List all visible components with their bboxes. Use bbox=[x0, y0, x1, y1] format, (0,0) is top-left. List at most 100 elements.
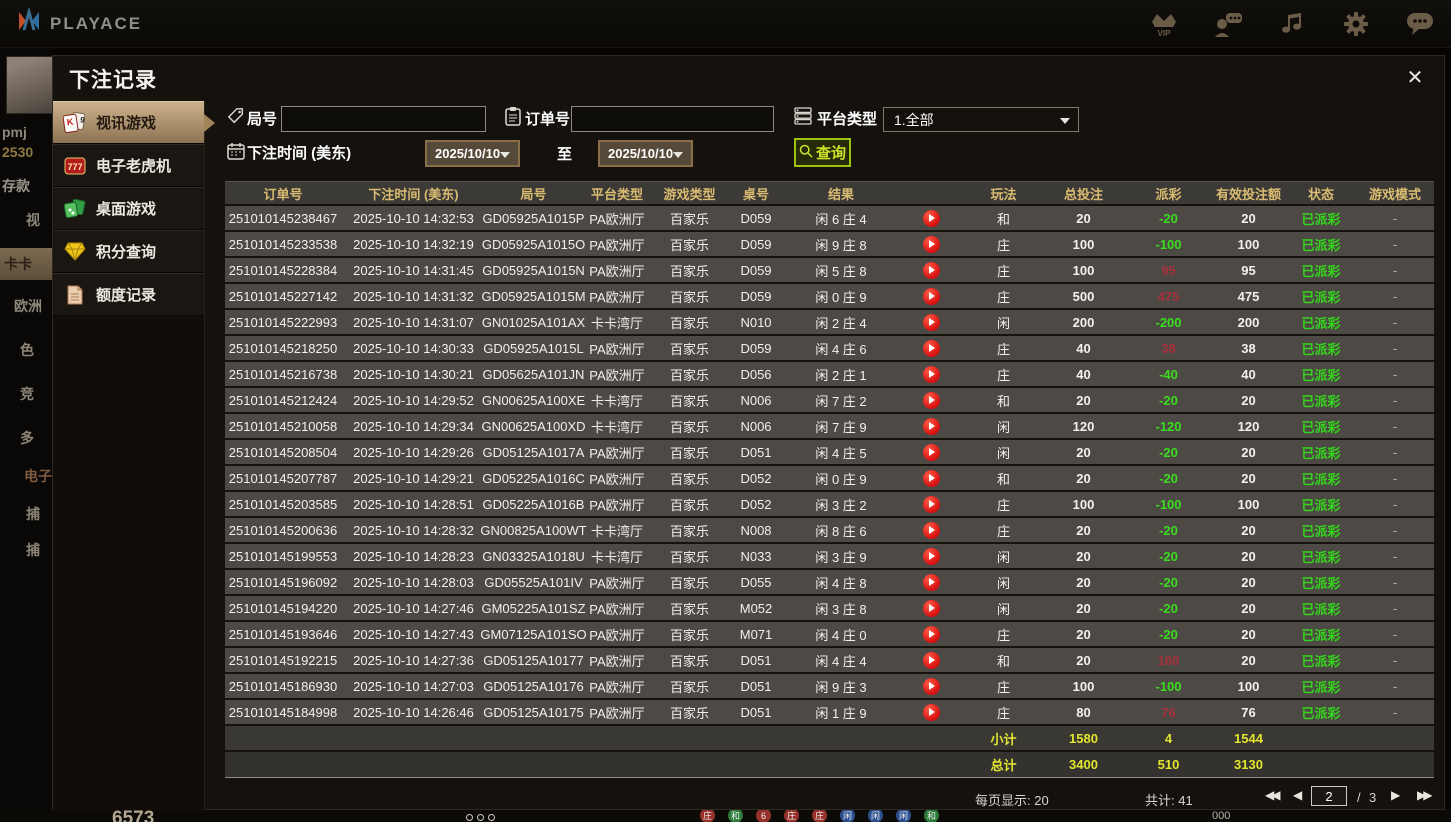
replay-button[interactable] bbox=[922, 365, 940, 383]
replay-button[interactable] bbox=[922, 313, 940, 331]
replay-button[interactable] bbox=[922, 547, 940, 565]
cell-result: 闲 4 庄 4 bbox=[815, 653, 867, 669]
tab-table-games[interactable]: 桌面游戏 bbox=[53, 187, 204, 230]
cell-game-type: 百家乐 bbox=[669, 289, 709, 305]
cell-order: 251010145212424 bbox=[228, 392, 338, 408]
cell-round: GN00825A100WT bbox=[480, 522, 587, 538]
replay-button[interactable] bbox=[922, 391, 940, 409]
cell-result: 闲 0 庄 9 bbox=[815, 289, 867, 305]
cell-game-mode: - bbox=[1392, 678, 1398, 694]
replay-button[interactable] bbox=[922, 209, 940, 227]
replay-button[interactable] bbox=[922, 235, 940, 253]
cell-time: 2025-10-10 14:28:32 bbox=[353, 522, 474, 538]
replay-button[interactable] bbox=[922, 625, 940, 643]
vip-icon[interactable]: VIP bbox=[1149, 9, 1179, 39]
bead-icon: 和 bbox=[924, 808, 939, 822]
settings-gear-icon[interactable] bbox=[1341, 9, 1371, 39]
replay-button[interactable] bbox=[922, 495, 940, 513]
replay-button[interactable] bbox=[922, 287, 940, 305]
cell-status: 已派彩 bbox=[1301, 393, 1341, 409]
date-from-picker[interactable]: 2025/10/10 bbox=[425, 140, 520, 167]
replay-button[interactable] bbox=[922, 417, 940, 435]
next-page-icon[interactable]: ▶ bbox=[1391, 788, 1401, 802]
replay-button[interactable] bbox=[922, 573, 940, 591]
date-to-picker[interactable]: 2025/10/10 bbox=[598, 140, 693, 167]
tab-quota-records[interactable]: 额度记录 bbox=[53, 273, 204, 316]
cell-order: 251010145218250 bbox=[228, 340, 338, 356]
search-button[interactable]: 查询 bbox=[794, 138, 851, 167]
support-chat-icon[interactable] bbox=[1213, 9, 1243, 39]
total-pages: 3 bbox=[1369, 790, 1377, 805]
cell-play: 庄 bbox=[996, 263, 1010, 279]
current-page-input[interactable] bbox=[1311, 786, 1347, 806]
order-input[interactable] bbox=[571, 106, 774, 132]
cell-total-bet: 100 bbox=[1072, 496, 1095, 512]
cell-payout: -200 bbox=[1155, 314, 1182, 330]
tab-label: 视讯游戏 bbox=[96, 115, 157, 132]
total-bet: 3400 bbox=[1069, 757, 1098, 772]
cell-result: 闲 8 庄 6 bbox=[815, 523, 867, 539]
modal-title: 下注记录 bbox=[69, 69, 157, 92]
bead-icon: 庄 bbox=[812, 808, 827, 822]
chat-bubble-icon[interactable] bbox=[1405, 9, 1435, 39]
table-row: 251010145207787 2025-10-10 14:29:21 GD05… bbox=[225, 466, 1434, 492]
replay-button[interactable] bbox=[922, 443, 940, 461]
cell-game-type: 百家乐 bbox=[669, 679, 709, 695]
cell-platform: 卡卡湾厅 bbox=[590, 549, 643, 565]
cell-round: GD05925A1015M bbox=[481, 288, 586, 304]
pagination-bar: 每页显示: 20 共计: 41 ◀◀ ◀ / 3 ▶ ▶▶ bbox=[225, 782, 1434, 812]
tab-slots[interactable]: 777 电子老虎机 bbox=[53, 144, 204, 187]
cell-total-bet: 20 bbox=[1076, 444, 1091, 460]
cell-order: 251010145228384 bbox=[228, 262, 338, 278]
close-icon[interactable]: ✕ bbox=[1406, 66, 1424, 89]
tab-video-games[interactable]: 9 K 视讯游戏 bbox=[53, 101, 204, 144]
cell-valid-bet: 475 bbox=[1237, 288, 1260, 304]
cell-result: 闲 5 庄 8 bbox=[815, 263, 867, 279]
replay-button[interactable] bbox=[922, 339, 940, 357]
cell-valid-bet: 76 bbox=[1241, 704, 1256, 720]
replay-button[interactable] bbox=[922, 599, 940, 617]
svg-text:VIP: VIP bbox=[1158, 29, 1172, 38]
cell-status: 已派彩 bbox=[1301, 549, 1341, 565]
first-page-icon[interactable]: ◀◀ bbox=[1265, 788, 1281, 802]
cell-total-bet: 20 bbox=[1076, 392, 1091, 408]
table-row: 251010145193646 2025-10-10 14:27:43 GM07… bbox=[225, 622, 1434, 648]
cell-status: 已派彩 bbox=[1301, 419, 1341, 435]
cell-game-mode: - bbox=[1392, 288, 1398, 304]
cell-round: GN00625A100XE bbox=[481, 392, 586, 408]
cell-total-bet: 20 bbox=[1076, 626, 1091, 642]
replay-button[interactable] bbox=[922, 651, 940, 669]
cell-order: 251010145203585 bbox=[228, 496, 338, 512]
music-icon[interactable] bbox=[1277, 9, 1307, 39]
replay-button[interactable] bbox=[922, 677, 940, 695]
platform-select[interactable]: 1.全部 bbox=[883, 107, 1079, 132]
replay-button[interactable] bbox=[922, 469, 940, 487]
cell-status: 已派彩 bbox=[1301, 211, 1341, 227]
cell-order: 251010145196092 bbox=[228, 574, 338, 590]
round-input[interactable] bbox=[281, 106, 486, 132]
cell-result: 闲 3 庄 8 bbox=[815, 601, 867, 617]
prev-page-icon[interactable]: ◀ bbox=[1293, 788, 1303, 802]
cell-status: 已派彩 bbox=[1301, 705, 1341, 721]
cell-result: 闲 9 庄 8 bbox=[815, 237, 867, 253]
cell-payout: -20 bbox=[1159, 444, 1178, 460]
replay-button[interactable] bbox=[922, 261, 940, 279]
total-payout: 510 bbox=[1157, 757, 1180, 772]
svg-text:777: 777 bbox=[67, 162, 82, 172]
cell-time: 2025-10-10 14:27:03 bbox=[353, 678, 474, 694]
svg-text:9: 9 bbox=[80, 115, 86, 125]
tab-points-query[interactable]: 积分查询 bbox=[53, 230, 204, 273]
cell-result: 闲 7 庄 2 bbox=[815, 393, 867, 409]
cell-game-type: 百家乐 bbox=[669, 419, 709, 435]
cell-game-type: 百家乐 bbox=[669, 237, 709, 253]
cell-game-mode: - bbox=[1392, 262, 1398, 278]
order-clipboard-icon bbox=[504, 106, 522, 131]
replay-button[interactable] bbox=[922, 703, 940, 721]
replay-button[interactable] bbox=[922, 521, 940, 539]
cell-payout: -20 bbox=[1159, 470, 1178, 486]
cell-table: D051 bbox=[740, 652, 772, 668]
last-page-icon[interactable]: ▶▶ bbox=[1417, 788, 1433, 802]
cell-total-bet: 40 bbox=[1076, 340, 1091, 356]
cell-round: GN00625A100XD bbox=[481, 418, 586, 434]
cell-time: 2025-10-10 14:30:33 bbox=[353, 340, 474, 356]
